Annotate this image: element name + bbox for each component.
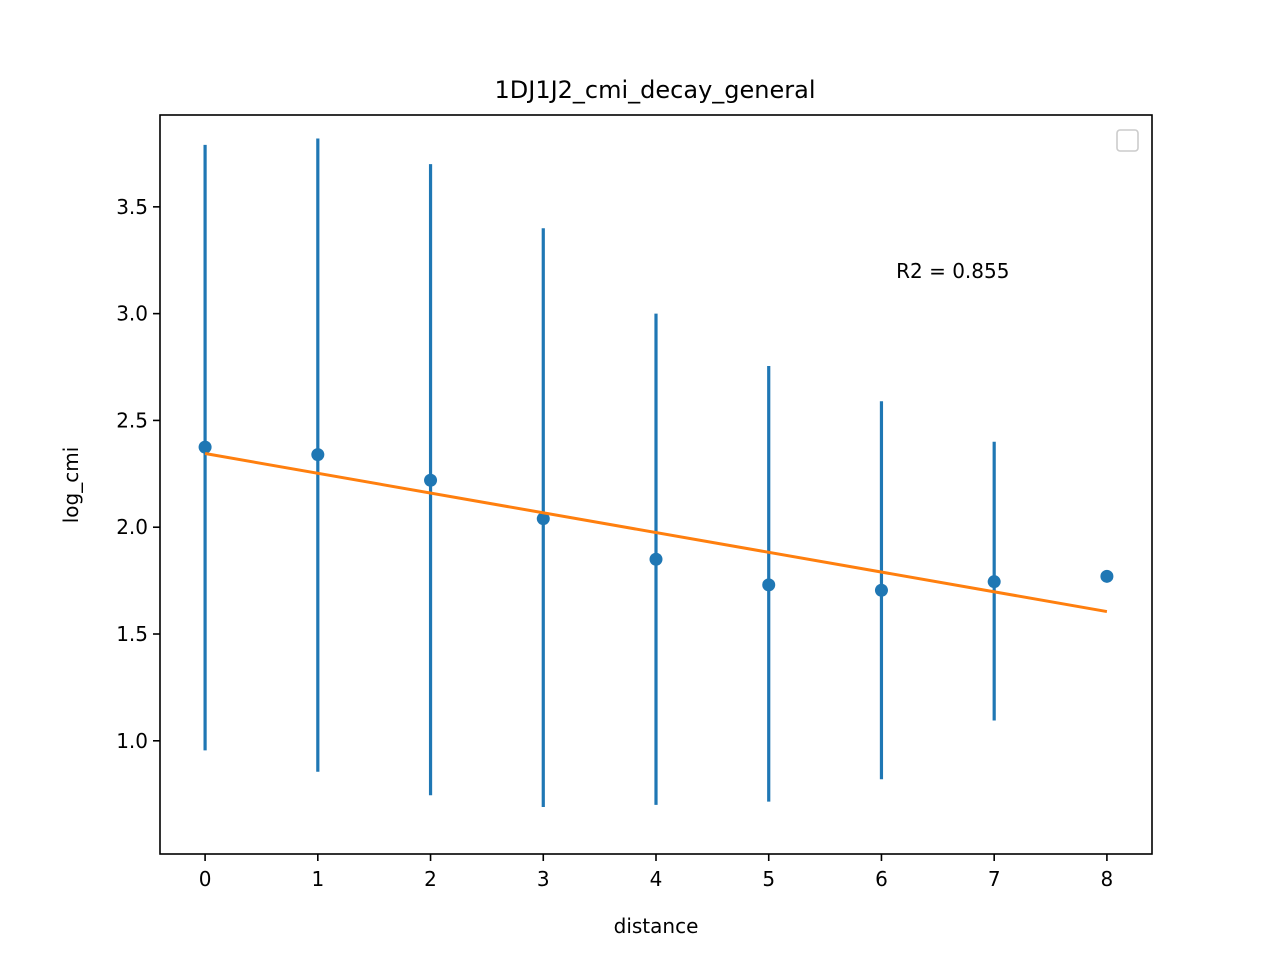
x-axis-label: distance <box>614 914 699 938</box>
y-tick-label: 2.0 <box>116 515 148 539</box>
y-tick-label: 2.5 <box>116 408 148 432</box>
plot-frame <box>159 114 1153 855</box>
y-tick-label: 1.5 <box>116 622 148 646</box>
x-tick-label: 7 <box>988 867 1001 891</box>
y-tick-label: 3.0 <box>116 302 148 326</box>
data-point <box>874 583 888 597</box>
data-point <box>536 512 550 526</box>
y-tick-label: 3.5 <box>116 195 148 219</box>
data-point <box>1100 569 1114 583</box>
x-tick-label: 3 <box>537 867 550 891</box>
plot-area <box>198 138 1114 808</box>
x-tick-label: 4 <box>650 867 663 891</box>
chart-title: 1DJ1J2_cmi_decay_general <box>494 76 815 104</box>
r2-annotation: R2 = 0.855 <box>896 259 1009 283</box>
data-point <box>987 575 1001 589</box>
x-tick-label: 1 <box>311 867 324 891</box>
fit-line <box>204 452 1108 614</box>
data-point <box>762 578 776 592</box>
x-tick-label: 0 <box>199 867 212 891</box>
legend <box>1116 129 1139 152</box>
data-point <box>198 440 212 454</box>
data-point <box>311 448 325 462</box>
axis-ticks: 0 1 2 3 4 5 6 7 8 1.0 1.5 2.0 2.5 3.0 3.5 <box>116 195 1113 891</box>
x-tick-label: 6 <box>875 867 888 891</box>
data-point <box>649 552 663 566</box>
x-tick-label: 5 <box>762 867 775 891</box>
y-tick-label: 1.0 <box>116 729 148 753</box>
x-tick-label: 2 <box>424 867 437 891</box>
legend-box <box>1116 129 1139 152</box>
x-tick-label: 8 <box>1101 867 1114 891</box>
y-axis-label: log_cmi <box>59 447 83 524</box>
data-point <box>424 473 438 487</box>
